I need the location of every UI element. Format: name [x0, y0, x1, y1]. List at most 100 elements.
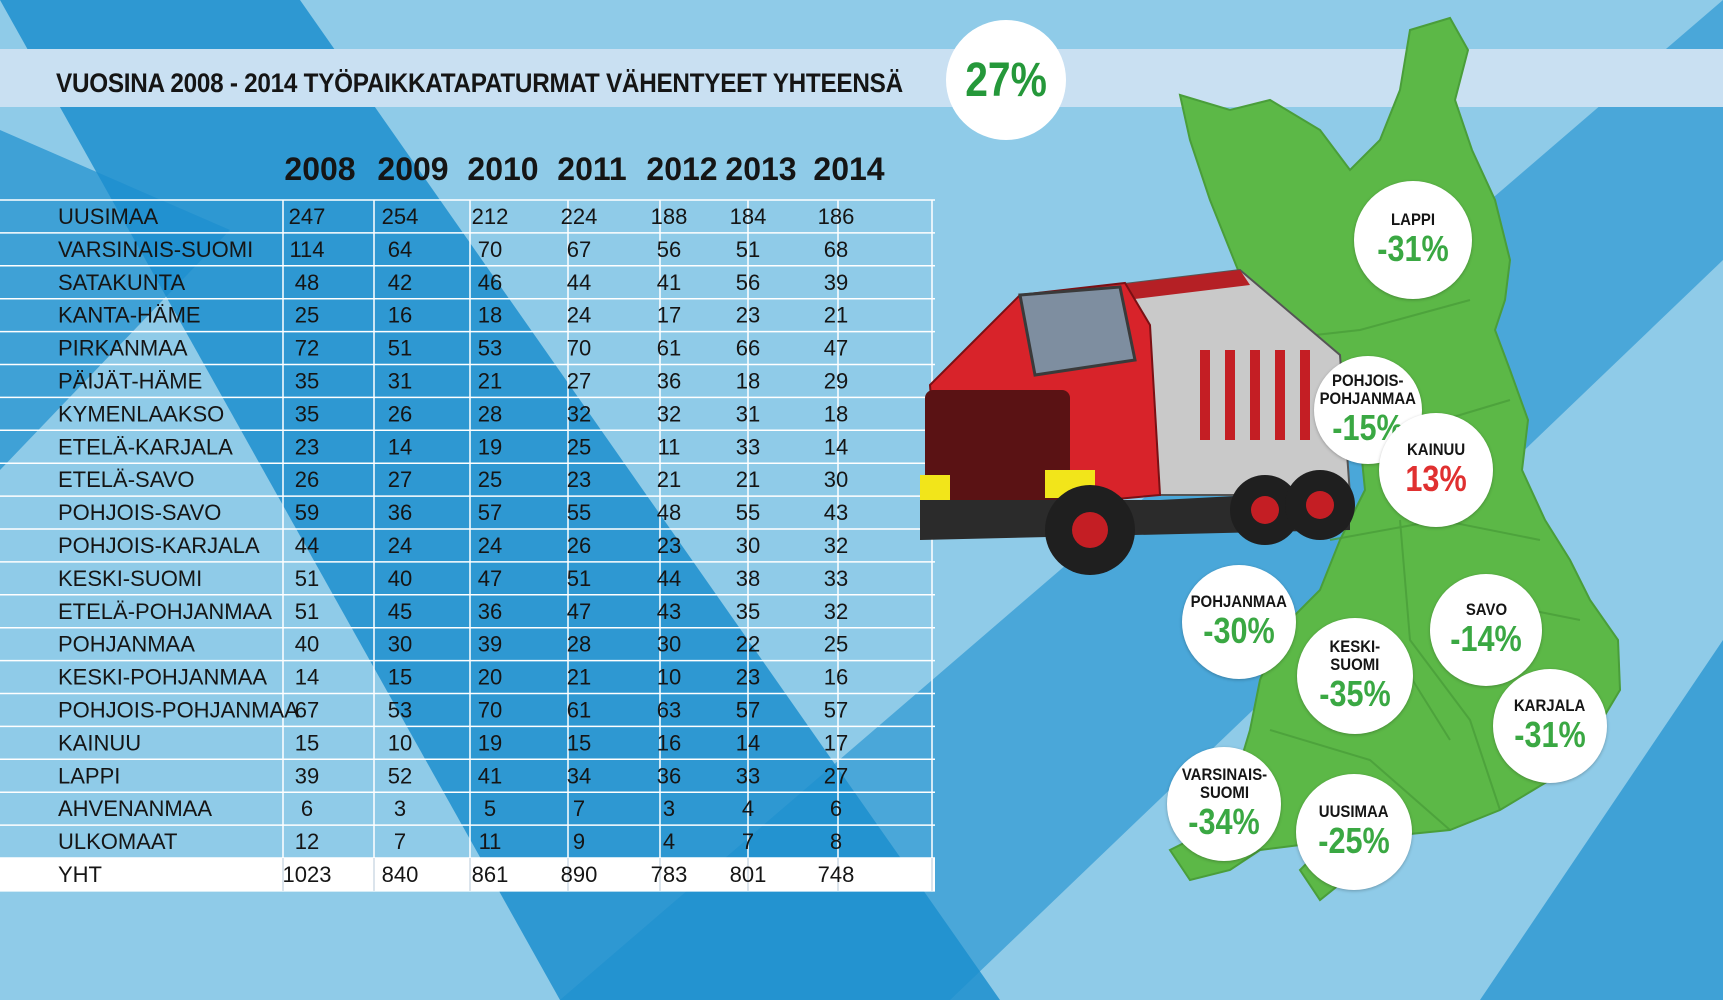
region-bubble-change: -25%	[1318, 820, 1390, 861]
table-cell-2010: 11	[479, 829, 502, 854]
table-cell-2014: 39	[824, 270, 848, 295]
region-bubble-change: -30%	[1203, 610, 1275, 651]
table-cell-2011: 55	[567, 500, 591, 525]
table-cell-2013: 23	[736, 665, 760, 690]
dump-truck-illustration	[920, 268, 1355, 575]
region-name: ETELÄ-KARJALA	[58, 434, 233, 459]
table-cell-2011: 7	[573, 796, 585, 821]
year-header-2009: 2009	[377, 151, 448, 187]
table-cell-2010: 36	[478, 599, 502, 624]
table-cell-2009: 24	[388, 533, 412, 558]
table-cell-2014: 16	[824, 665, 848, 690]
region-name: ETELÄ-POHJANMAA	[58, 599, 272, 624]
table-cell-2008: 59	[295, 500, 319, 525]
table-cell-2009: 31	[388, 369, 412, 394]
table-cell-2012: 63	[657, 698, 681, 723]
table-cell-2013: 14	[736, 730, 760, 755]
region-name: KESKI-POHJANMAA	[58, 665, 267, 690]
table-cell-2014: 18	[824, 401, 848, 426]
table-cell-2009: 3	[394, 796, 406, 821]
table-cell-2012: 41	[657, 270, 681, 295]
table-cell-2011: 224	[561, 204, 598, 229]
table-cell-2011: 26	[567, 533, 591, 558]
table-cell-2008: 23	[295, 434, 319, 459]
table-cell-2013: 55	[736, 500, 760, 525]
region-name: KAINUU	[58, 730, 141, 755]
region-name: ETELÄ-SAVO	[58, 467, 195, 492]
year-header-2011: 2011	[557, 151, 626, 187]
table-cell-2010: 57	[478, 500, 502, 525]
table-cell-2012: 16	[657, 730, 681, 755]
table-cell-2014: 57	[824, 698, 848, 723]
table-cell-2013: 4	[742, 796, 754, 821]
region-bubble-name: UUSIMAA	[1319, 802, 1389, 821]
table-cell-2014: 27	[824, 763, 848, 788]
table-cell-2014: 21	[824, 303, 848, 328]
region-name: KESKI-SUOMI	[58, 566, 202, 591]
year-header-2013: 2013	[725, 151, 796, 187]
table-cell-2011: 70	[567, 336, 591, 361]
table-cell-2010: 5	[484, 796, 496, 821]
total-row-bg	[0, 858, 935, 891]
table-cell-2012: 3	[663, 796, 675, 821]
table-cell-2014: 47	[824, 336, 848, 361]
region-name: YHT	[58, 862, 102, 887]
table-cell-2012: 43	[657, 599, 681, 624]
table-cell-2009: 840	[382, 862, 419, 887]
region-bubble-uusimaa: UUSIMAA -25%	[1296, 774, 1412, 890]
table-cell-2010: 24	[478, 533, 502, 558]
table-cell-2008: 44	[295, 533, 319, 558]
table-cell-2008: 51	[295, 566, 319, 591]
table-cell-2008: 12	[295, 829, 319, 854]
year-header-2014: 2014	[813, 151, 884, 187]
table-cell-2012: 11	[658, 434, 681, 459]
table-cell-2013: 33	[736, 434, 760, 459]
table-cell-2010: 212	[472, 204, 509, 229]
region-bubble-savo: SAVO -14%	[1430, 574, 1542, 686]
region-name: LAPPI	[58, 763, 120, 788]
table-cell-2008: 35	[295, 369, 319, 394]
table-cell-2011: 890	[561, 862, 598, 887]
table-cell-2010: 53	[478, 336, 502, 361]
table-cell-2013: 22	[736, 632, 760, 657]
region-name: PIRKANMAA	[58, 336, 188, 361]
table-cell-2009: 7	[394, 829, 406, 854]
region-name: KYMENLAAKSO	[58, 401, 224, 426]
table-cell-2009: 16	[388, 303, 412, 328]
table-cell-2011: 24	[567, 303, 591, 328]
table-cell-2008: 67	[295, 698, 319, 723]
table-cell-2008: 72	[295, 336, 319, 361]
total-change-badge: 27%	[946, 20, 1066, 140]
table-cell-2012: 32	[657, 401, 681, 426]
table-cell-2012: 30	[657, 632, 681, 657]
table-cell-2012: 188	[651, 204, 688, 229]
table-cell-2014: 25	[824, 632, 848, 657]
table-cell-2013: 31	[736, 401, 760, 426]
table-cell-2012: 36	[657, 369, 681, 394]
region-name: KANTA-HÄME	[58, 303, 201, 328]
table-cell-2011: 23	[567, 467, 591, 492]
table-cell-2008: 247	[289, 204, 326, 229]
table-cell-2011: 47	[567, 599, 591, 624]
region-bubble-name: SAVO	[1465, 600, 1507, 619]
region-bubble-pohjanmaa: POHJANMAA -30%	[1182, 565, 1296, 679]
table-cell-2009: 64	[388, 237, 412, 262]
region-bubble-change: -35%	[1319, 673, 1391, 714]
table-cell-2013: 184	[730, 204, 767, 229]
table-cell-2009: 53	[388, 698, 412, 723]
table-cell-2012: 10	[657, 665, 681, 690]
region-bubble-kainuu: KAINUU 13%	[1379, 413, 1493, 527]
table-cell-2013: 23	[736, 303, 760, 328]
table-cell-2008: 39	[295, 763, 319, 788]
table-cell-2013: 35	[736, 599, 760, 624]
table-cell-2008: 15	[295, 730, 319, 755]
table-cell-2009: 45	[388, 599, 412, 624]
table-cell-2011: 21	[567, 665, 591, 690]
region-name: POHJOIS-POHJANMAA	[58, 698, 299, 723]
table-cell-2008: 114	[289, 237, 324, 262]
table-cell-2013: 21	[736, 467, 760, 492]
table-cell-2014: 748	[818, 862, 855, 887]
table-cell-2011: 61	[567, 698, 591, 723]
region-bubble-change: -34%	[1188, 801, 1260, 842]
